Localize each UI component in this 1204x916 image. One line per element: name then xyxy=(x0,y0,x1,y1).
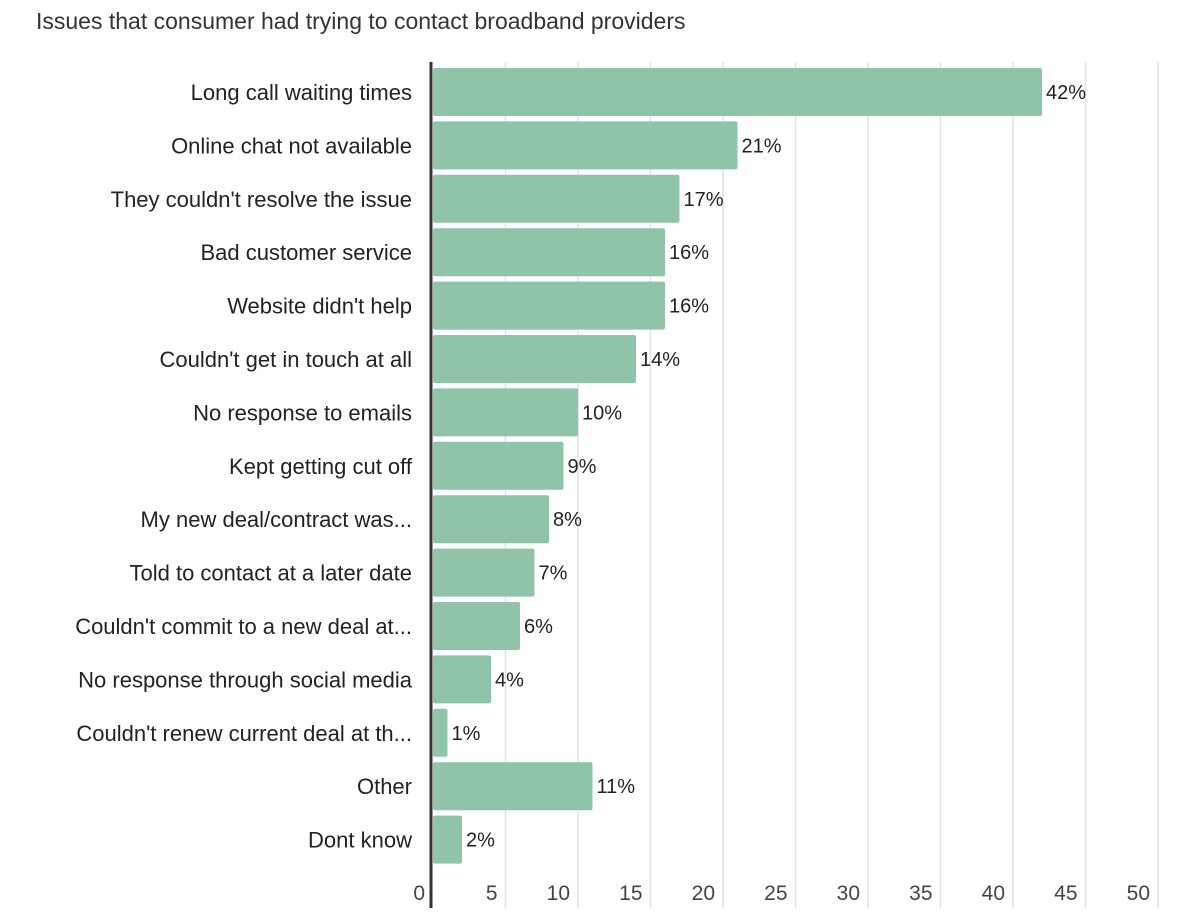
x-tick-label: 20 xyxy=(692,882,715,905)
bar xyxy=(433,762,593,811)
bar xyxy=(433,602,520,650)
data-label: 8% xyxy=(553,509,582,531)
bar xyxy=(433,335,636,383)
bar xyxy=(433,121,738,170)
x-tick-label: 40 xyxy=(982,882,1005,905)
category-label: Other xyxy=(357,774,412,799)
x-tick-label: 35 xyxy=(909,882,932,905)
x-tick-label: 50 xyxy=(1127,882,1150,905)
bar xyxy=(433,441,564,490)
bar xyxy=(433,281,665,330)
data-label: 9% xyxy=(568,456,597,478)
data-label: 2% xyxy=(466,830,495,852)
category-label: No response to emails xyxy=(193,400,412,425)
data-label: 10% xyxy=(582,402,622,424)
bar xyxy=(433,815,462,864)
data-label: 16% xyxy=(669,296,709,318)
x-tick-label: 0 xyxy=(413,882,425,905)
category-label: Couldn't renew current deal at th... xyxy=(76,721,412,746)
category-label: Online chat not available xyxy=(171,133,412,158)
data-label: 16% xyxy=(669,242,709,264)
category-label: Kept getting cut off xyxy=(229,454,413,479)
x-tick-label: 10 xyxy=(547,882,570,905)
data-label: 4% xyxy=(495,669,524,691)
chart-title: Issues that consumer had trying to conta… xyxy=(36,8,686,34)
data-label: 6% xyxy=(524,616,553,638)
bar xyxy=(433,495,549,544)
data-label: 21% xyxy=(742,135,782,157)
category-label: Couldn't get in touch at all xyxy=(160,347,412,372)
category-label: Told to contact at a later date xyxy=(129,561,412,586)
x-tick-label: 45 xyxy=(1054,882,1077,905)
data-label: 1% xyxy=(452,723,481,745)
data-label: 11% xyxy=(597,776,636,798)
category-label: Long call waiting times xyxy=(191,80,412,105)
bar xyxy=(433,388,578,437)
category-label: Bad customer service xyxy=(200,240,412,265)
bar xyxy=(433,174,680,223)
bar xyxy=(433,708,448,757)
bar xyxy=(433,68,1042,116)
x-tick-label: 15 xyxy=(619,882,642,905)
data-label: 14% xyxy=(640,349,680,371)
data-label: 7% xyxy=(539,563,568,585)
x-tick-label: 30 xyxy=(837,882,860,905)
bar xyxy=(433,655,491,704)
x-tick-label: 5 xyxy=(486,882,498,905)
data-label: 42% xyxy=(1046,82,1086,104)
bar xyxy=(433,228,665,277)
category-label: No response through social media xyxy=(78,667,413,692)
category-label: Website didn't help xyxy=(227,294,412,319)
bar xyxy=(433,548,535,597)
category-label: My new deal/contract was... xyxy=(141,507,412,532)
category-label: Couldn't commit to a new deal at... xyxy=(75,614,412,639)
data-label: 17% xyxy=(684,189,724,211)
category-label: Dont know xyxy=(308,828,412,853)
x-tick-label: 25 xyxy=(764,882,787,905)
category-label: They couldn't resolve the issue xyxy=(111,187,412,212)
